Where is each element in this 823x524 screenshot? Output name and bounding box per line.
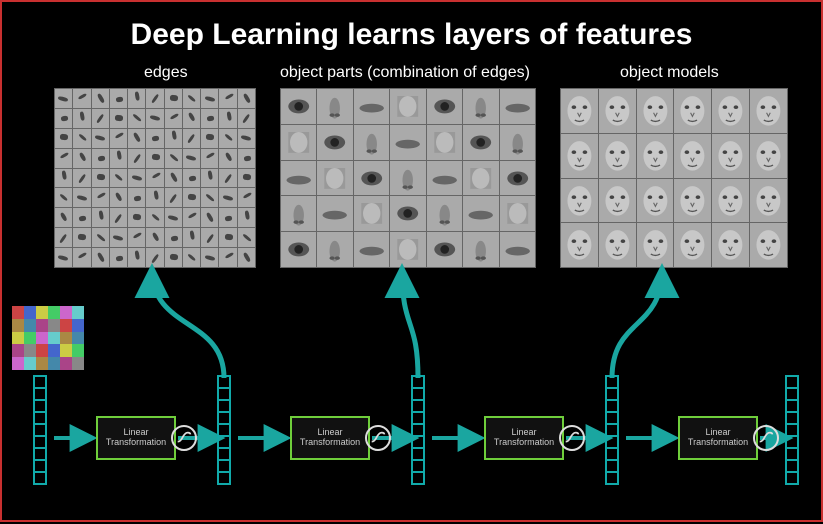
linear-transformation-box: LinearTransformation: [484, 416, 564, 460]
feature-vector: [411, 375, 425, 485]
linear-transformation-box: LinearTransformation: [678, 416, 758, 460]
linear-transformation-box: LinearTransformation: [96, 416, 176, 460]
feature-vector: [785, 375, 799, 485]
feature-vector: [605, 375, 619, 485]
activation-icon: [753, 425, 779, 451]
activation-icon: [559, 425, 585, 451]
feature-vector: [217, 375, 231, 485]
linear-transformation-box: LinearTransformation: [290, 416, 370, 460]
activation-icon: [171, 425, 197, 451]
activation-icon: [365, 425, 391, 451]
feature-vector: [33, 375, 47, 485]
